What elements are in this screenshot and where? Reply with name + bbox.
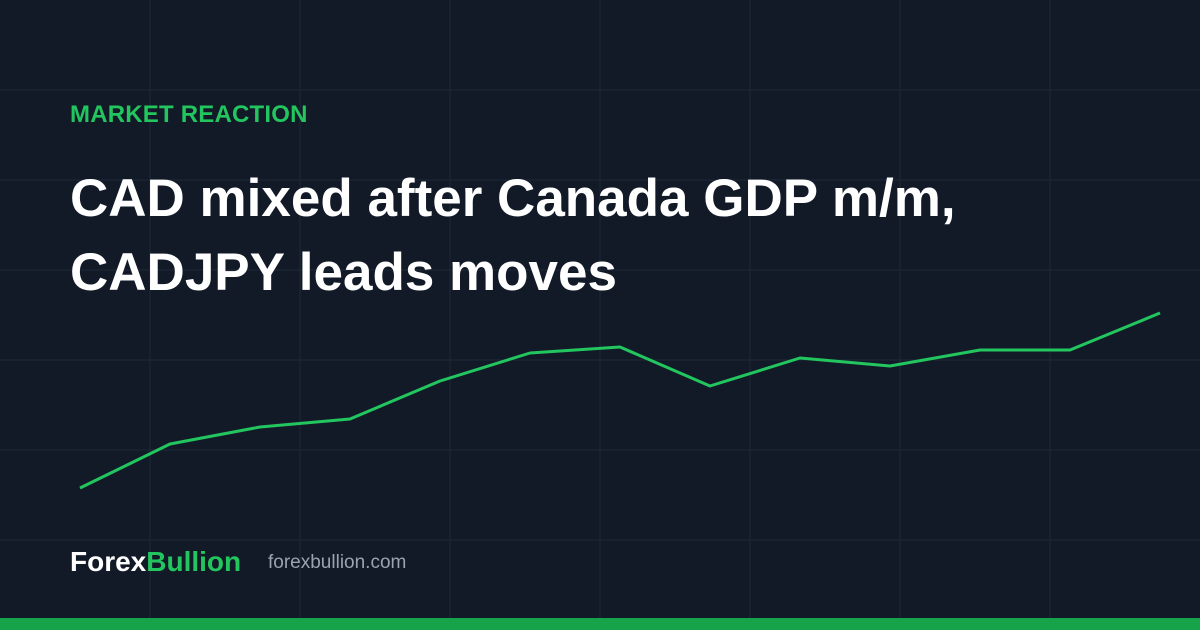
decorative-trend-line xyxy=(79,311,1161,490)
kicker: MARKET REACTION xyxy=(70,101,308,128)
headline-line: CAD mixed after Canada GDP m/m, xyxy=(70,169,956,228)
headline-line: CADJPY leads moves xyxy=(70,243,617,302)
accent-bar xyxy=(0,618,1200,630)
headline: CAD mixed after Canada GDP m/m, CADJPY l… xyxy=(70,162,956,310)
brand-part: Forex xyxy=(70,546,147,577)
brand-logo: ForexBullion xyxy=(70,546,241,578)
brand-part: Bullion xyxy=(146,546,242,577)
site-url: forexbullion.com xyxy=(268,552,407,573)
